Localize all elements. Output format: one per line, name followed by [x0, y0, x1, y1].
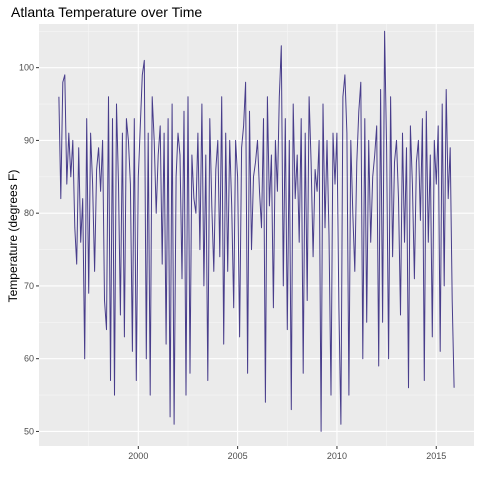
- minor-grid: [39, 24, 474, 446]
- major-grid: [39, 24, 474, 446]
- temperature-series-line: [58, 30, 455, 432]
- series-layer: [58, 30, 455, 432]
- x-tick-label: 2005: [228, 451, 248, 461]
- y-tick-label: 100: [19, 63, 34, 73]
- y-tick-label: 50: [24, 426, 34, 436]
- y-tick-label: 90: [24, 135, 34, 145]
- x-axis: 2000 2005 2010 2015: [128, 446, 446, 461]
- y-tick-label: 60: [24, 354, 34, 364]
- x-tick-label: 2010: [327, 451, 347, 461]
- x-tick-label: 2000: [128, 451, 148, 461]
- y-tick-label: 70: [24, 281, 34, 291]
- x-tick-label: 2015: [426, 451, 446, 461]
- y-axis: 50 60 70 80 90 100: [19, 63, 39, 436]
- chart-title: Atlanta Temperature over Time: [11, 4, 203, 20]
- y-tick-label: 80: [24, 208, 34, 218]
